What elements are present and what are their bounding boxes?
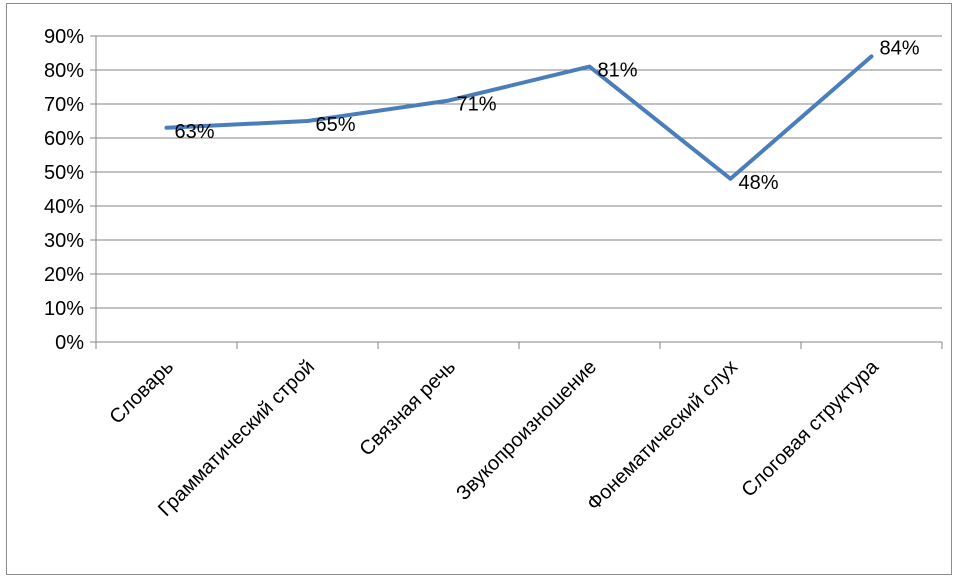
x-tick-label: Слоговая структура xyxy=(738,355,884,501)
data-label: 84% xyxy=(880,37,920,59)
x-tick-label: Связная речь xyxy=(356,356,461,461)
y-tick-label: 60% xyxy=(44,128,84,150)
y-tick-label: 90% xyxy=(44,26,84,48)
data-labels: 63% 65% 71% 81% 48% 84% xyxy=(175,37,920,193)
data-label: 63% xyxy=(175,121,215,143)
y-tick-label: 80% xyxy=(44,60,84,82)
series-line xyxy=(164,54,874,181)
y-axis: 0% 10% 20% 30% 40% 50% 60% 70% 80% 90% xyxy=(44,26,97,354)
y-tick-label: 10% xyxy=(44,298,84,320)
x-tick-label: Звукопроизношение xyxy=(452,356,601,505)
y-tick-label: 70% xyxy=(44,94,84,116)
data-label: 65% xyxy=(316,114,356,136)
y-tick-label: 40% xyxy=(44,196,84,218)
x-tick-label: Фонематический слух xyxy=(583,356,742,515)
y-tick-label: 0% xyxy=(55,332,84,354)
y-tick-label: 30% xyxy=(44,230,84,252)
series xyxy=(164,54,874,181)
data-label: 71% xyxy=(457,94,497,116)
data-label: 81% xyxy=(598,60,638,82)
y-tick-label: 50% xyxy=(44,162,84,184)
x-tick-label: Словарь xyxy=(106,356,179,429)
y-tick-label: 20% xyxy=(44,264,84,286)
chart-frame: 0% 10% 20% 30% 40% 50% 60% 70% 80% 90% Словарь Гра… xyxy=(6,3,952,575)
data-label: 48% xyxy=(739,172,779,194)
x-tick-label: Грамматический строй xyxy=(154,356,319,521)
gridlines xyxy=(96,35,942,309)
line-chart: 0% 10% 20% 30% 40% 50% 60% 70% 80% 90% СловарьГра… xyxy=(44,26,943,521)
